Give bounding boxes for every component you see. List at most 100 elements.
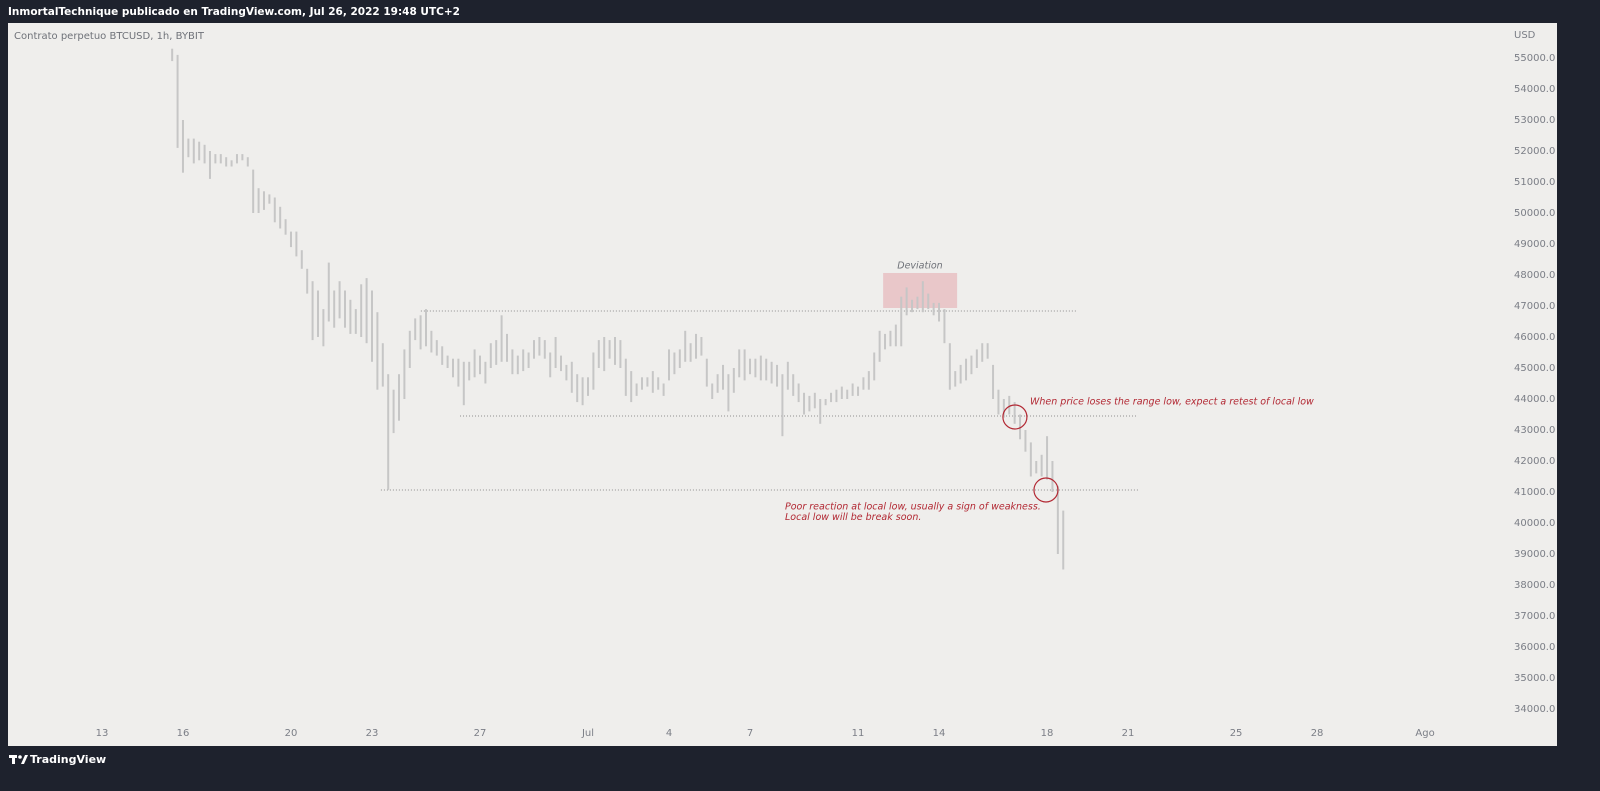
price-bar xyxy=(300,250,303,269)
y-tick-label: 41000.0 xyxy=(1514,487,1555,498)
chart-title: Contrato perpetuo BTCUSD, 1h, BYBIT xyxy=(14,31,205,42)
price-bar xyxy=(938,302,941,322)
price-bar xyxy=(1029,442,1032,477)
price-bar xyxy=(376,312,379,390)
brand-logo xyxy=(9,755,28,764)
price-bar xyxy=(862,377,865,390)
price-bar xyxy=(473,349,476,378)
price-bar xyxy=(716,374,719,393)
price-bar xyxy=(203,144,206,164)
y-tick-label: 42000.0 xyxy=(1514,456,1555,467)
price-bar xyxy=(235,154,238,164)
price-bar xyxy=(457,358,460,387)
y-tick-label: 38000.0 xyxy=(1514,580,1555,591)
price-bar xyxy=(743,349,746,381)
price-bar xyxy=(954,371,957,387)
x-tick-label: 4 xyxy=(666,728,672,739)
price-bar xyxy=(198,141,201,161)
y-tick-label: 55000.0 xyxy=(1514,53,1555,64)
price-bar xyxy=(927,293,930,310)
price-bar xyxy=(824,398,827,406)
price-bar xyxy=(749,358,752,375)
price-bar xyxy=(527,352,530,368)
price-bar xyxy=(214,154,217,164)
price-bar xyxy=(397,374,400,421)
price-bar xyxy=(489,343,492,368)
price-bar xyxy=(268,194,271,204)
price-bar xyxy=(1002,398,1005,418)
y-unit: USD xyxy=(1514,30,1536,41)
price-bar xyxy=(959,364,962,384)
y-tick-label: 52000.0 xyxy=(1514,146,1555,157)
price-bar xyxy=(441,346,444,365)
price-bar xyxy=(1040,454,1043,477)
price-bar xyxy=(343,290,346,328)
x-tick-label: 27 xyxy=(474,728,487,739)
price-bar xyxy=(365,278,368,344)
y-tick-label: 40000.0 xyxy=(1514,518,1555,529)
price-bar xyxy=(176,54,179,148)
y-tick-label: 53000.0 xyxy=(1514,115,1555,126)
price-bar xyxy=(387,374,390,490)
brand: TradingView xyxy=(30,753,106,766)
price-bar xyxy=(192,138,195,164)
price-bar xyxy=(241,154,244,161)
price-bar xyxy=(316,290,319,337)
x-tick-label: 13 xyxy=(96,728,109,739)
price-bar xyxy=(435,340,438,356)
price-bar xyxy=(668,349,671,381)
marker-circle xyxy=(1033,477,1059,503)
price-bar xyxy=(792,374,795,396)
price-bar xyxy=(765,358,768,381)
price-bar xyxy=(673,352,676,375)
x-tick-label: 11 xyxy=(852,728,865,739)
price-bar xyxy=(614,336,617,365)
price-bar xyxy=(225,157,228,167)
price-bar xyxy=(446,355,449,368)
price-bar xyxy=(219,154,222,164)
price-bar xyxy=(819,398,822,424)
price-bar xyxy=(424,309,427,347)
price-bar xyxy=(370,290,373,362)
y-tick-label: 50000.0 xyxy=(1514,208,1555,219)
price-bar xyxy=(603,336,606,372)
price-bar xyxy=(171,48,174,62)
price-bar xyxy=(322,309,325,347)
price-bar xyxy=(349,299,352,334)
price-bar xyxy=(776,364,779,387)
price-bar xyxy=(273,197,276,223)
price-bar xyxy=(754,358,757,378)
price-bar xyxy=(921,281,924,313)
header-text: InmortalTechnique publicado en TradingVi… xyxy=(8,6,460,18)
price-bar xyxy=(187,138,190,158)
price-bar xyxy=(878,330,881,362)
price-bar xyxy=(797,383,800,403)
price-bar xyxy=(900,296,903,347)
price-bar xyxy=(597,340,600,368)
price-bar xyxy=(911,299,914,313)
price-bar xyxy=(306,268,309,294)
price-bar xyxy=(840,386,843,399)
price-bar xyxy=(916,296,919,310)
price-bar xyxy=(641,377,644,390)
y-tick-label: 35000.0 xyxy=(1514,673,1555,684)
x-tick-label: Jul xyxy=(581,728,594,739)
price-bar xyxy=(738,349,741,378)
price-bar xyxy=(992,364,995,399)
price-bar xyxy=(711,383,714,399)
price-bar xyxy=(327,262,330,322)
price-bar xyxy=(295,231,298,257)
price-bar xyxy=(181,119,184,173)
price-bar xyxy=(943,309,946,344)
price-bar xyxy=(462,361,465,406)
y-tick-label: 36000.0 xyxy=(1514,642,1555,653)
price-bar xyxy=(408,330,411,368)
price-bar xyxy=(813,392,816,409)
price-bar xyxy=(1035,460,1038,474)
y-tick-label: 37000.0 xyxy=(1514,611,1555,622)
price-bar xyxy=(554,336,557,368)
price-bar xyxy=(705,358,708,387)
price-bar xyxy=(262,191,265,210)
